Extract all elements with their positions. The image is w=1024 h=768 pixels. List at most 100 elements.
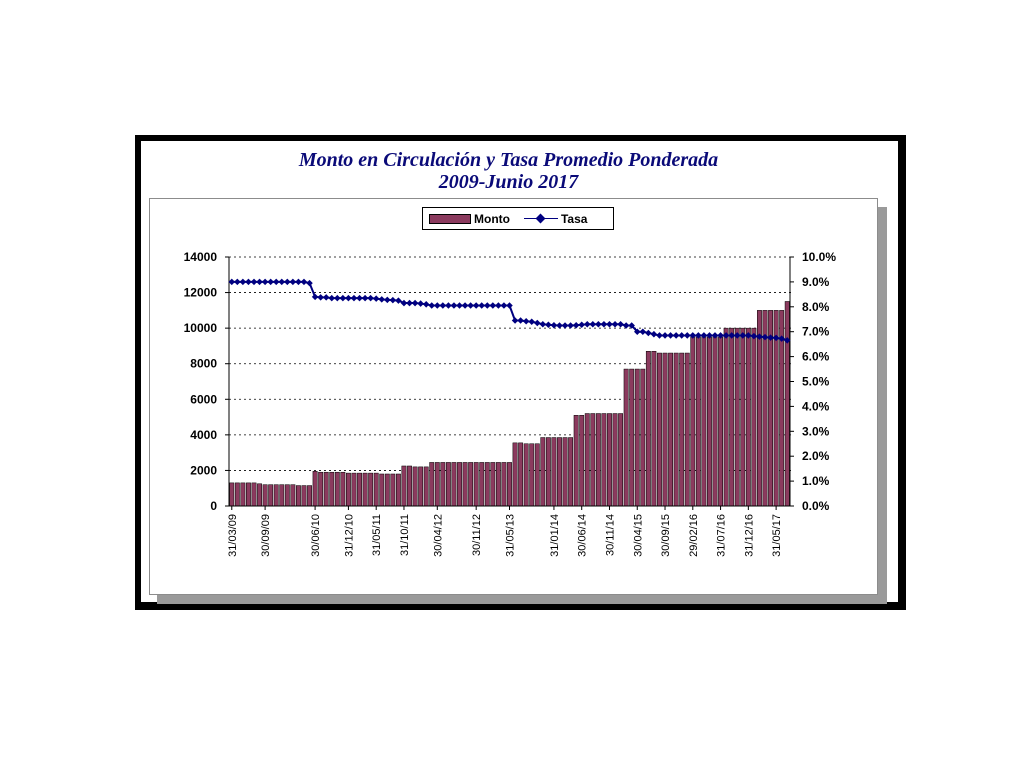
bar-monto xyxy=(284,484,290,507)
point-tasa xyxy=(417,300,424,307)
point-tasa xyxy=(728,332,735,339)
point-tasa xyxy=(622,322,630,329)
bar-monto xyxy=(423,466,429,507)
x-tick-label: 31/12/16 xyxy=(743,514,755,557)
y-left-tick-label: 8000 xyxy=(190,357,217,371)
legend-item-tasa: Tasa xyxy=(516,212,587,226)
bar-monto xyxy=(251,482,257,507)
bar-monto xyxy=(457,462,462,507)
bar-monto xyxy=(618,413,624,507)
point-tasa xyxy=(228,278,236,286)
point-tasa xyxy=(372,295,380,302)
y-right-tick-label: 6.0% xyxy=(802,350,830,364)
bar-monto xyxy=(445,462,451,507)
point-tasa xyxy=(528,318,535,325)
point-tasa xyxy=(511,317,519,324)
point-tasa xyxy=(489,302,497,309)
bar-monto xyxy=(401,465,407,507)
bar-monto xyxy=(673,352,679,507)
point-tasa xyxy=(384,296,391,304)
point-tasa xyxy=(578,321,585,328)
bar-monto xyxy=(429,462,435,507)
x-tick-label: 30/04/15 xyxy=(632,514,644,557)
point-tasa xyxy=(667,332,674,339)
bar-monto xyxy=(368,472,374,507)
bar-monto xyxy=(579,415,585,507)
bar-monto xyxy=(273,484,279,507)
point-tasa xyxy=(311,293,319,301)
point-tasa xyxy=(539,320,547,328)
bar-monto xyxy=(612,413,618,507)
point-tasa xyxy=(500,302,508,309)
point-tasa xyxy=(434,302,441,309)
point-tasa xyxy=(239,278,247,286)
point-tasa xyxy=(361,294,369,302)
bar-monto xyxy=(479,462,485,507)
bar-monto xyxy=(468,462,474,507)
y-right-tick-label: 7.0% xyxy=(802,325,830,339)
point-tasa xyxy=(534,319,541,327)
y-right-tick-label: 0.0% xyxy=(802,499,830,513)
bar-monto xyxy=(745,327,751,507)
point-tasa xyxy=(617,320,624,328)
point-tasa xyxy=(656,332,663,339)
point-tasa xyxy=(289,278,297,286)
bar-monto xyxy=(590,413,596,507)
x-tick-label: 30/09/15 xyxy=(660,514,672,557)
y-right-tick-label: 9.0% xyxy=(802,275,830,289)
bar-monto xyxy=(684,352,690,507)
bar-monto xyxy=(268,484,274,507)
chart-sheet: Monto en Circulación y Tasa Promedio Pon… xyxy=(141,141,898,604)
point-tasa xyxy=(550,321,558,329)
point-tasa xyxy=(678,332,685,339)
point-tasa xyxy=(478,302,485,309)
bar-monto xyxy=(384,473,390,507)
point-tasa xyxy=(389,296,397,304)
point-tasa xyxy=(295,278,302,286)
bar-monto xyxy=(307,485,312,507)
chart-frame: Monto en Circulación y Tasa Promedio Pon… xyxy=(135,135,906,610)
point-tasa xyxy=(234,278,241,286)
y-right-tick-label: 4.0% xyxy=(802,399,830,413)
x-tick-label: 30/06/10 xyxy=(310,514,322,557)
bar-monto xyxy=(629,368,635,507)
bar-monto xyxy=(562,437,568,507)
chart-legend: Monto Tasa xyxy=(422,207,614,230)
bar-monto xyxy=(440,462,446,507)
legend-item-monto: Monto xyxy=(429,212,510,226)
point-tasa xyxy=(422,301,430,308)
bar-monto xyxy=(279,484,285,507)
bar-monto xyxy=(357,472,362,507)
point-tasa xyxy=(700,332,708,339)
point-tasa xyxy=(300,278,308,286)
bar-monto xyxy=(262,484,268,507)
bar-monto xyxy=(501,462,507,507)
bar-monto xyxy=(645,351,651,507)
bar-monto xyxy=(296,485,301,507)
y-right-tick-label: 5.0% xyxy=(802,375,830,389)
x-tick-label: 31/05/11 xyxy=(371,514,383,556)
x-tick-label: 31/10/11 xyxy=(399,514,411,556)
y-left-tick-label: 14000 xyxy=(184,250,218,264)
y-right-tick-label: 1.0% xyxy=(802,474,830,488)
point-tasa xyxy=(256,278,263,286)
bar-monto xyxy=(257,483,262,507)
x-tick-label: 30/09/09 xyxy=(260,514,272,557)
point-tasa xyxy=(722,332,730,339)
bar-monto xyxy=(557,437,562,507)
point-tasa xyxy=(250,278,258,286)
bar-monto xyxy=(701,336,707,507)
bar-monto xyxy=(568,437,574,507)
point-tasa xyxy=(267,278,274,286)
bar-monto xyxy=(318,471,324,507)
bar-monto xyxy=(379,473,385,507)
point-tasa xyxy=(445,302,452,309)
point-tasa xyxy=(395,297,402,304)
bar-monto xyxy=(323,471,329,507)
point-tasa xyxy=(711,332,719,339)
y-left-tick-label: 12000 xyxy=(184,286,218,300)
bar-monto xyxy=(529,443,535,507)
y-left-tick-label: 4000 xyxy=(190,428,217,442)
x-tick-label: 30/06/14 xyxy=(577,514,589,557)
y-left-tick-label: 0 xyxy=(210,499,217,513)
